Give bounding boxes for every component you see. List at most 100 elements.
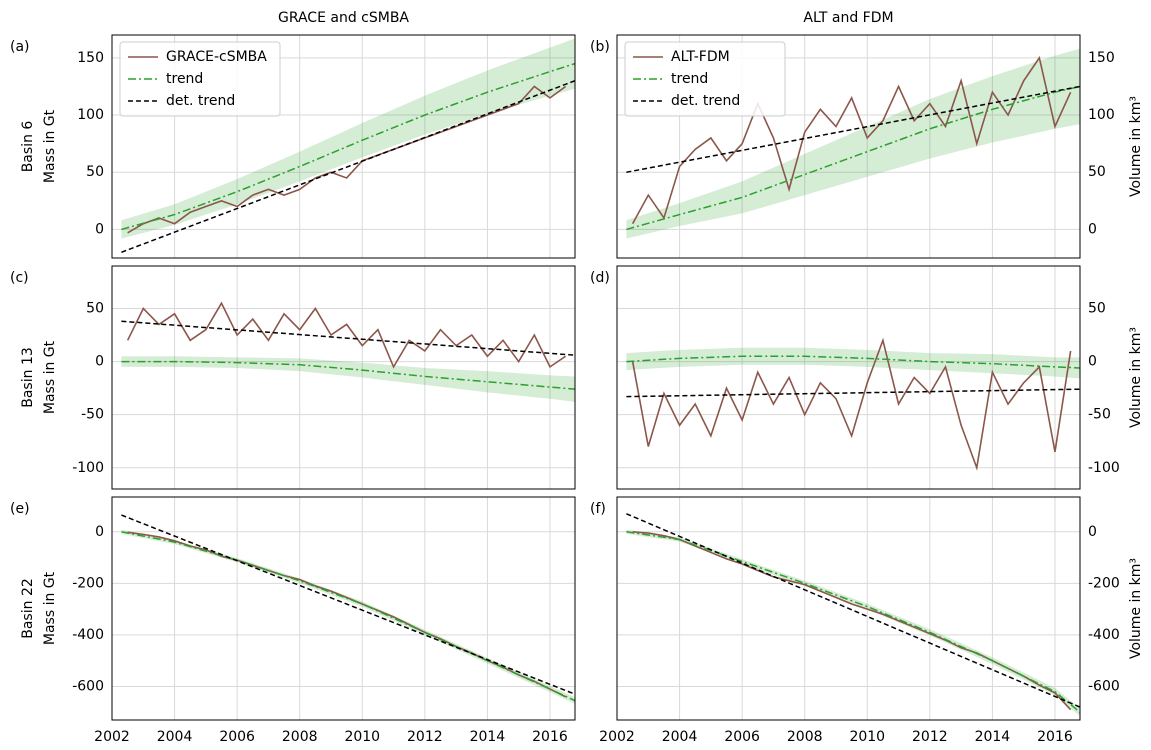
trend-band [121, 38, 575, 239]
plot-area [121, 514, 575, 705]
series-line [626, 85, 1080, 231]
series-line [121, 62, 575, 231]
trend-band [121, 356, 575, 402]
series-line [626, 355, 1080, 369]
y-tick-label: 50 [86, 300, 104, 316]
x-tick-label: 2008 [787, 729, 823, 745]
row-label: Basin 22 [20, 578, 36, 639]
row-label: Basin 6 [20, 121, 36, 173]
row-label: Basin 13 [20, 347, 36, 408]
y-tick-label: 150 [77, 50, 104, 66]
y-tick-label: -50 [1088, 407, 1111, 423]
series-line [626, 85, 1080, 173]
panel-label: (e) [10, 501, 30, 517]
y-axis-label: Volume in km³ [1128, 96, 1144, 197]
x-tick-label: 2002 [94, 729, 130, 745]
plot-area [626, 337, 1080, 471]
x-tick-label: 2012 [407, 729, 443, 745]
column-title: GRACE and cSMBA [278, 10, 409, 26]
x-tick-label: 2010 [344, 729, 380, 745]
y-axis-label: Mass in Gt [42, 340, 58, 414]
y-axis-label: Mass in Gt [42, 109, 58, 183]
x-tick-label: 2008 [282, 729, 318, 745]
series-line [121, 531, 575, 702]
plot-area [626, 48, 1080, 239]
trend-band [626, 529, 1080, 717]
y-tick-label: 50 [1088, 164, 1106, 180]
axes-frame [616, 265, 1081, 490]
panel-label: (b) [590, 39, 610, 55]
series-line [631, 337, 1072, 471]
y-tick-label: -50 [81, 407, 104, 423]
y-tick-label: -400 [72, 627, 104, 643]
y-tick-label: 0 [95, 354, 104, 370]
legend-label: ALT-FDM [671, 49, 730, 65]
series-line [121, 514, 575, 695]
x-tick-label: 2012 [912, 729, 948, 745]
y-tick-label: 0 [1088, 221, 1097, 237]
y-tick-label: 50 [1088, 300, 1106, 316]
axes-frame [111, 265, 576, 490]
y-tick-label: 0 [1088, 354, 1097, 370]
y-axis-label: Mass in Gt [42, 571, 58, 645]
column-title: ALT and FDM [803, 10, 893, 26]
series-line [626, 531, 1080, 713]
legend-label: GRACE-cSMBA [166, 49, 267, 65]
axes-frame [616, 34, 1081, 259]
legend-label: det. trend [671, 93, 740, 109]
trend-band [121, 529, 575, 705]
y-tick-label: 0 [95, 221, 104, 237]
series-line [121, 360, 575, 390]
series-line [631, 55, 1072, 225]
y-tick-label: -400 [1088, 627, 1120, 643]
x-tick-label: 2010 [849, 729, 885, 745]
x-tick-label: 2014 [470, 729, 506, 745]
y-tick-label: -100 [72, 460, 104, 476]
x-tick-label: 2016 [1037, 729, 1073, 745]
series-line [126, 301, 567, 369]
y-tick-label: -600 [72, 678, 104, 694]
y-axis-label: Volume in km³ [1128, 558, 1144, 659]
legend-box [119, 41, 281, 117]
y-tick-label: 150 [1088, 50, 1115, 66]
y-tick-label: 50 [86, 164, 104, 180]
y-axis-label: Volume in km³ [1128, 327, 1144, 428]
y-tick-label: -200 [72, 575, 104, 591]
y-tick-label: -100 [1088, 460, 1120, 476]
plot-area [121, 301, 575, 402]
x-tick-label: 2006 [724, 729, 760, 745]
plot-area [121, 38, 575, 253]
x-tick-label: 2004 [157, 729, 193, 745]
panel-label: (c) [10, 270, 29, 286]
trend-band [626, 347, 1080, 379]
trend-band [626, 48, 1080, 239]
x-tick-label: 2016 [532, 729, 568, 745]
series-line [626, 513, 1080, 708]
legend-box [624, 41, 786, 117]
axes-frame [111, 496, 576, 721]
x-tick-label: 2002 [599, 729, 635, 745]
plot-area [626, 513, 1080, 717]
series-line [632, 531, 1072, 711]
y-tick-label: 0 [95, 524, 104, 540]
y-tick-label: -200 [1088, 575, 1120, 591]
legend-label: det. trend [166, 93, 235, 109]
panel-label: (f) [590, 501, 606, 517]
legend-label: trend [671, 71, 708, 87]
series-line [121, 80, 575, 253]
series-line [127, 531, 566, 698]
axes-frame [616, 496, 1081, 721]
y-tick-label: 100 [1088, 107, 1115, 123]
series-line [626, 388, 1080, 398]
y-tick-label: 0 [1088, 524, 1097, 540]
x-tick-label: 2004 [662, 729, 698, 745]
x-tick-label: 2014 [975, 729, 1011, 745]
legend-label: trend [166, 71, 203, 87]
series-line [121, 320, 575, 356]
panel-label: (d) [590, 270, 610, 286]
y-tick-label: 100 [77, 107, 104, 123]
y-tick-label: -600 [1088, 678, 1120, 694]
panel-label: (a) [10, 39, 30, 55]
series-line [127, 85, 567, 234]
